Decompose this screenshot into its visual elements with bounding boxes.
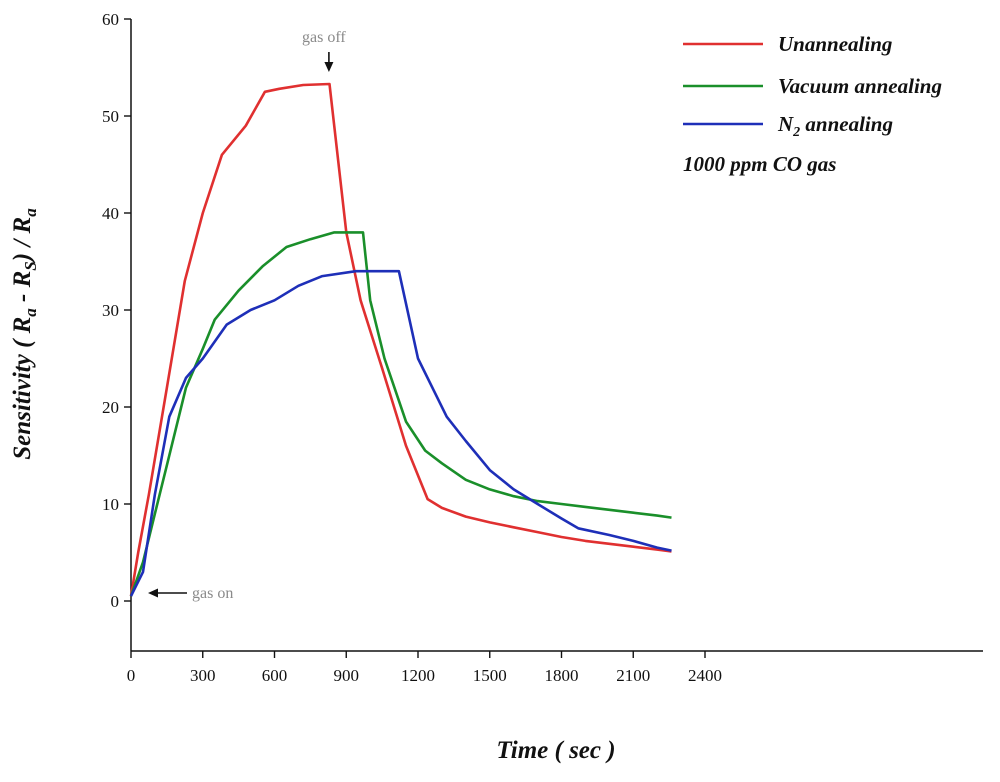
x-tick-label: 300 bbox=[190, 666, 216, 685]
legend-label-n2-annealing: N2 annealing bbox=[777, 112, 893, 140]
y-tick-label: 0 bbox=[111, 592, 120, 611]
x-axis-title: Time ( sec ) bbox=[496, 737, 615, 764]
x-tick-label: 1500 bbox=[473, 666, 507, 685]
gas-off-label: gas off bbox=[302, 29, 346, 46]
y-tick-label: 40 bbox=[102, 204, 119, 223]
legend-label-unannealing: Unannealing bbox=[778, 32, 892, 56]
y-tick-label: 20 bbox=[102, 398, 119, 417]
gas-on-annotation: gas on bbox=[148, 585, 233, 602]
y-tick-label: 60 bbox=[102, 10, 119, 29]
x-tick-label: 1800 bbox=[545, 666, 579, 685]
condition-label: 1000 ppm CO gas bbox=[683, 152, 836, 176]
x-tick-label: 600 bbox=[262, 666, 288, 685]
x-tick-label: 2400 bbox=[688, 666, 722, 685]
y-axis-ticks: 0 10 20 30 40 50 60 bbox=[102, 10, 131, 611]
plot-area: 0 300 600 900 1200 1500 1800 2100 2400 0 10 20 30 40… bbox=[102, 10, 983, 685]
series-line-unannealing bbox=[129, 82, 672, 597]
gas-off-arrowhead bbox=[324, 62, 334, 72]
gas-off-annotation: gas off bbox=[302, 29, 346, 72]
x-tick-label: 1200 bbox=[401, 666, 435, 685]
x-axis-ticks: 0 300 600 900 1200 1500 1800 2100 2400 bbox=[127, 651, 722, 685]
y-tick-label: 50 bbox=[102, 107, 119, 126]
series-lines bbox=[129, 82, 672, 597]
legend: Unannealing Vacuum annealing N2 annealin… bbox=[683, 32, 942, 176]
gas-on-label: gas on bbox=[192, 585, 233, 602]
x-tick-label: 2100 bbox=[616, 666, 650, 685]
y-axis-title: Sensitivity ( Ra - RS) / Ra bbox=[9, 208, 40, 460]
gas-on-arrowhead bbox=[148, 588, 158, 598]
x-tick-label: 900 bbox=[334, 666, 360, 685]
legend-label-vacuum-annealing: Vacuum annealing bbox=[778, 74, 942, 98]
series-line-n2-annealing bbox=[129, 269, 672, 597]
y-tick-label: 10 bbox=[102, 495, 119, 514]
x-tick-label: 0 bbox=[127, 666, 136, 685]
y-tick-label: 30 bbox=[102, 301, 119, 320]
